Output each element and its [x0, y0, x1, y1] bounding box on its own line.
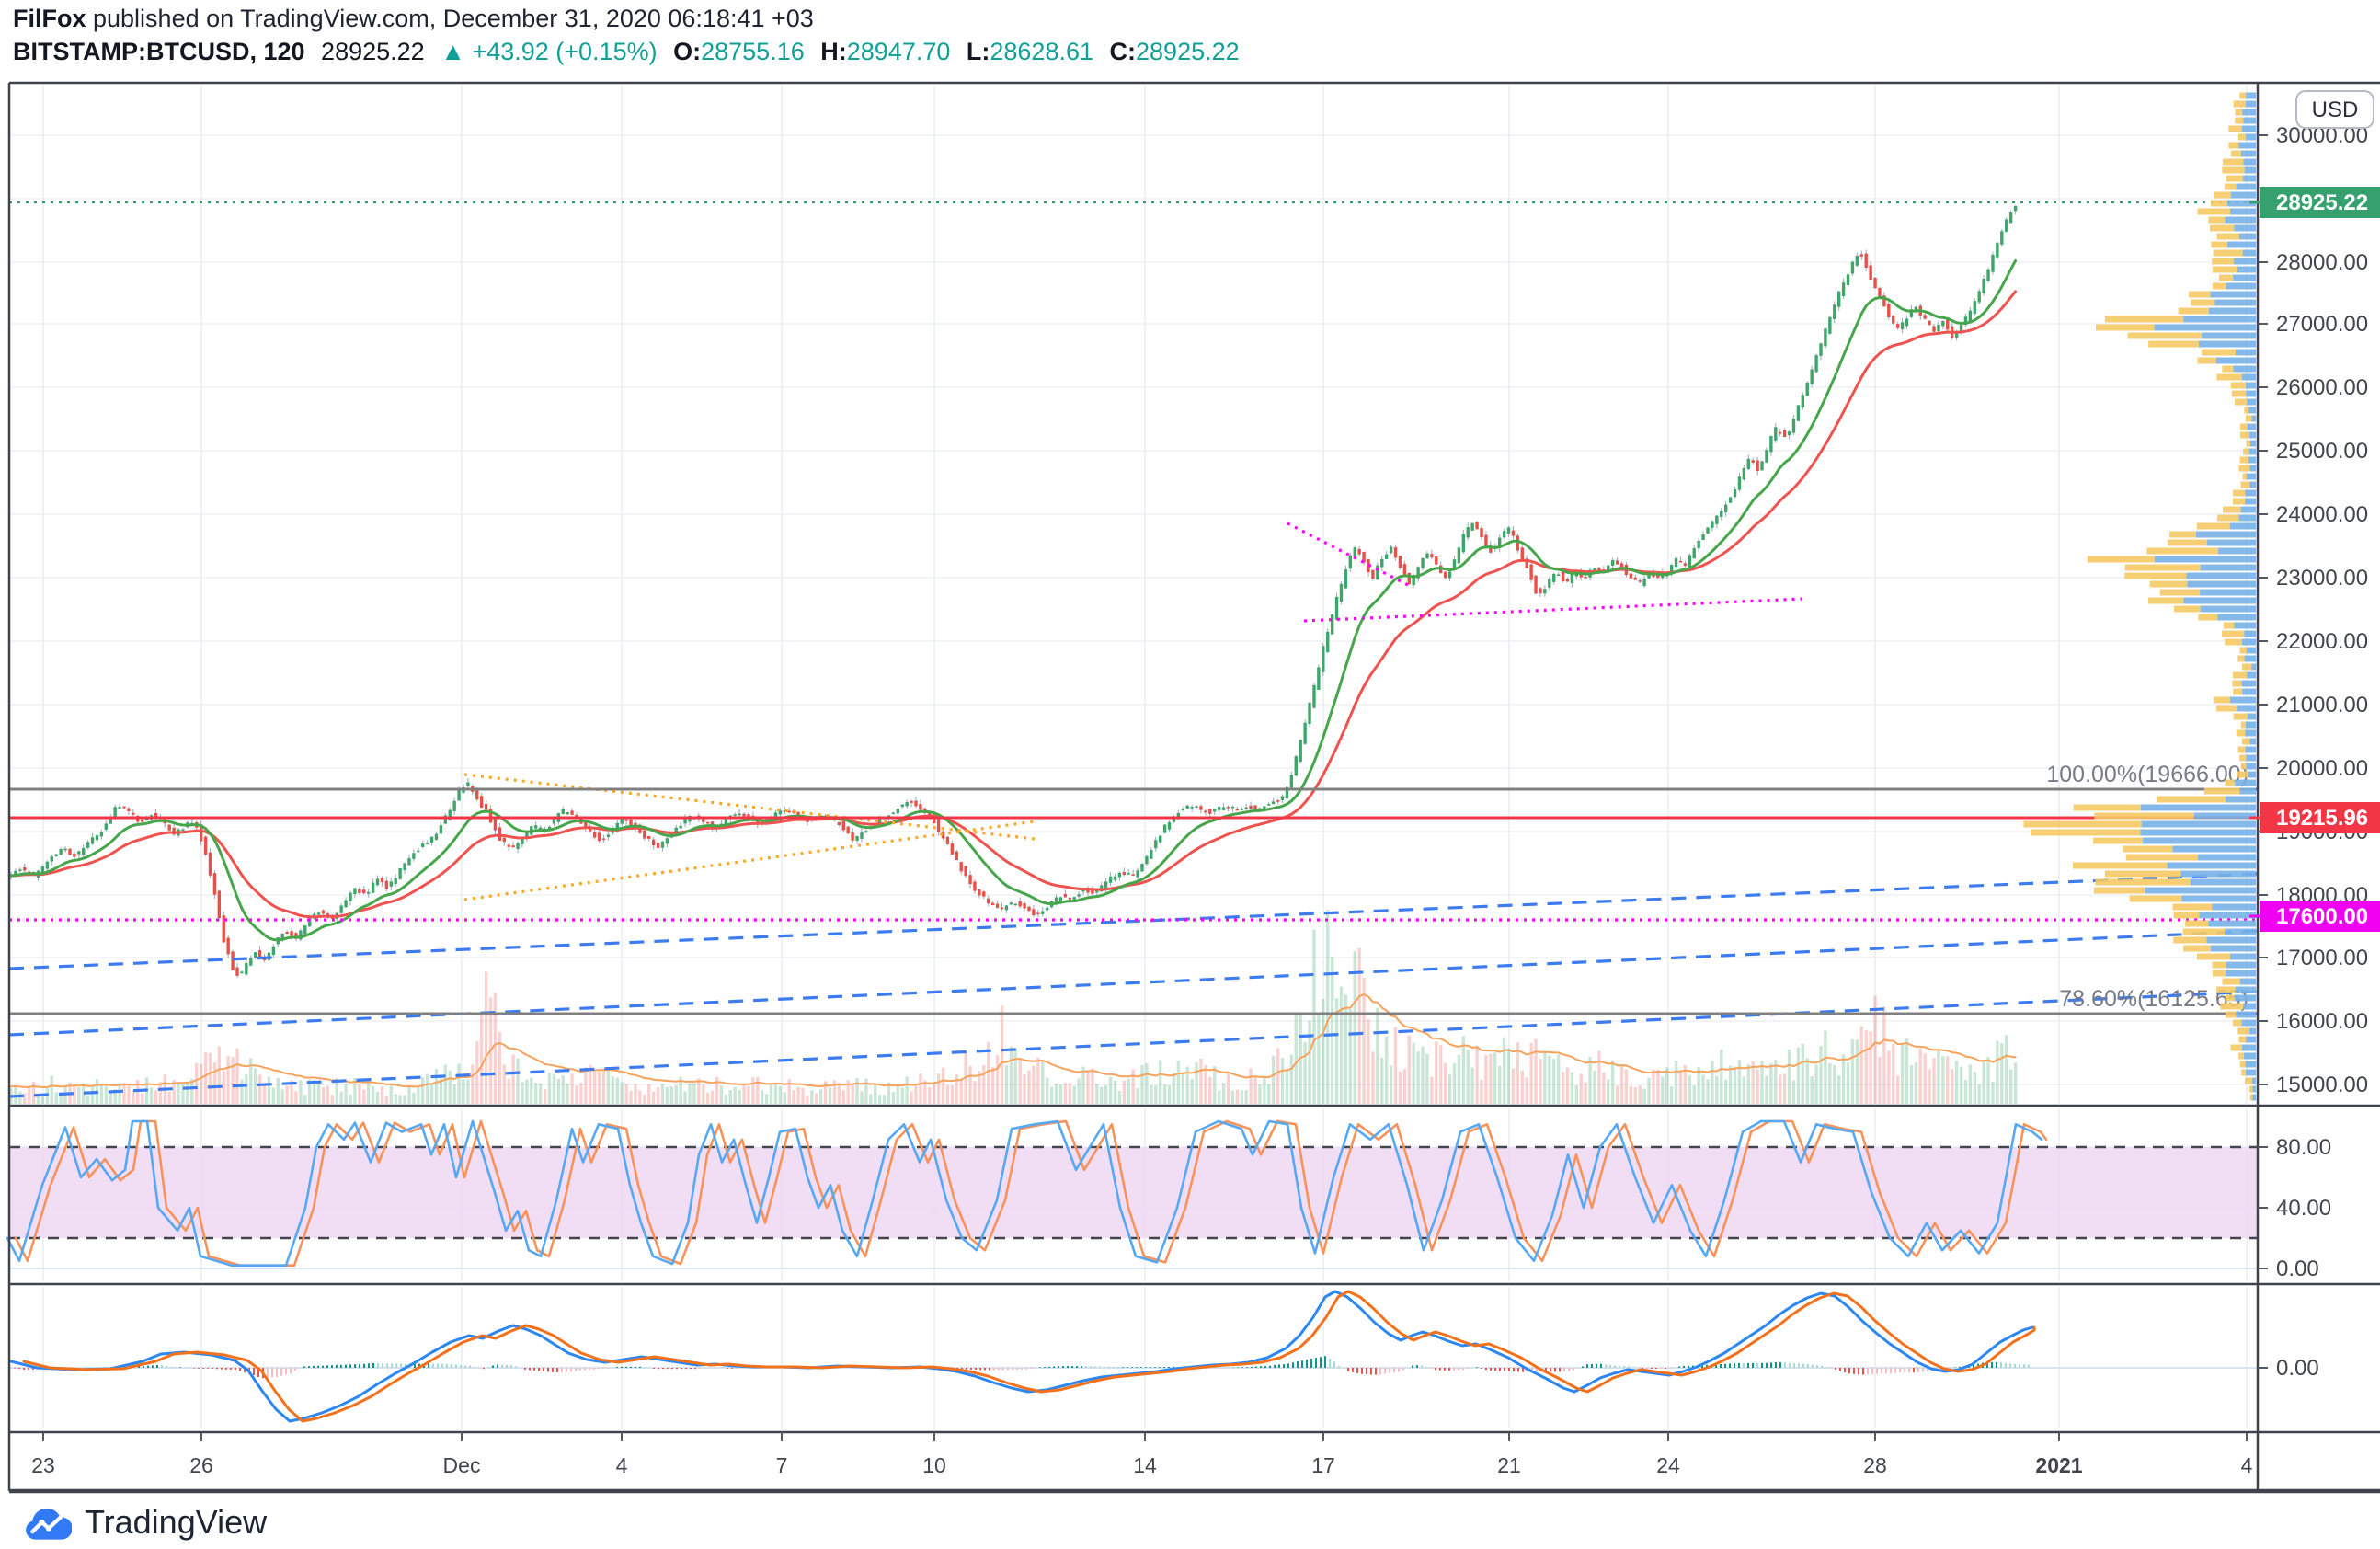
- price-axis-label: 0.00: [2276, 1256, 2319, 1281]
- volume-layer: [9, 910, 2018, 1104]
- price-axis-label: 16000.00: [2276, 1009, 2368, 1034]
- open-value: 28755.16: [701, 38, 805, 65]
- price-axis-label: 22000.00: [2276, 629, 2368, 654]
- author-name: FilFox: [13, 5, 86, 32]
- price-axis-label: 23000.00: [2276, 566, 2368, 591]
- time-axis-label: 26: [189, 1453, 213, 1477]
- time-axis-label: 2021: [2035, 1453, 2082, 1477]
- high-label: H:: [820, 38, 847, 65]
- time-axis-label: 24: [1656, 1453, 1680, 1477]
- time-axis-label: 4: [2241, 1453, 2253, 1477]
- price-tag: 28925.22: [2249, 187, 2380, 218]
- low-value: 28628.61: [990, 38, 1093, 65]
- time-axis[interactable]: 23 26 Dec 4 7 10 14 17 21 24 28 2021 4: [31, 1432, 2253, 1477]
- time-axis-label: 7: [776, 1453, 788, 1477]
- symbol-interval[interactable]: BITSTAMP:BTCUSD, 120: [13, 38, 305, 65]
- published-text: published on TradingView.com, December 3…: [86, 5, 814, 32]
- last-price: 28925.22: [321, 38, 425, 65]
- tradingview-brand-text: TradingView: [85, 1503, 268, 1541]
- chart-header: FilFox published on TradingView.com, Dec…: [13, 2, 1240, 68]
- published-line: FilFox published on TradingView.com, Dec…: [13, 2, 1240, 35]
- time-axis-label: 4: [616, 1453, 628, 1477]
- price-axis[interactable]: 30000.0028000.0027000.0026000.0025000.00…: [2249, 90, 2380, 1381]
- time-axis-label: 23: [31, 1453, 55, 1477]
- price-axis-label: 15000.00: [2276, 1073, 2368, 1097]
- time-axis-label: 28: [1863, 1453, 1887, 1477]
- time-axis-label: 10: [922, 1453, 946, 1477]
- svg-text:19215.96: 19215.96: [2276, 806, 2368, 831]
- svg-text:17600.00: 17600.00: [2276, 904, 2368, 929]
- time-axis-label: 17: [1311, 1453, 1335, 1477]
- up-arrow-icon: ▲: [441, 38, 465, 65]
- close-label: C:: [1109, 38, 1137, 65]
- svg-text:USD: USD: [2312, 98, 2359, 122]
- price-axis-label: 20000.00: [2276, 756, 2368, 781]
- price-axis-label: 21000.00: [2276, 693, 2368, 717]
- ma-lines-layer: [9, 258, 2018, 942]
- price-axis-label: 40.00: [2276, 1196, 2331, 1221]
- price-change: +43.92 (+0.15%): [472, 38, 658, 65]
- price-axis-label: 25000.00: [2276, 439, 2368, 464]
- price-axis-label: 17000.00: [2276, 946, 2368, 970]
- stochastic-pane[interactable]: [6, 1119, 2258, 1267]
- candles-layer[interactable]: [9, 205, 2018, 978]
- tradingview-cloud-icon: [26, 1508, 72, 1540]
- time-axis-label: 21: [1497, 1453, 1521, 1477]
- price-axis-label: 27000.00: [2276, 312, 2368, 337]
- pane-borders: [7, 81, 2380, 1494]
- close-value: 28925.22: [1136, 38, 1240, 65]
- volume-profile-layer: [2023, 92, 2256, 1101]
- price-axis-label: 26000.00: [2276, 375, 2368, 400]
- time-axis-label: Dec: [443, 1453, 481, 1477]
- low-label: L:: [966, 38, 990, 65]
- price-axis-label: 24000.00: [2276, 502, 2368, 527]
- svg-text:28925.22: 28925.22: [2276, 190, 2368, 215]
- time-axis-label: 14: [1133, 1453, 1157, 1477]
- price-axis-label: 28000.00: [2276, 250, 2368, 275]
- tradingview-logo[interactable]: TradingView: [24, 1503, 267, 1542]
- open-label: O:: [673, 38, 702, 65]
- currency-button[interactable]: [2295, 90, 2374, 129]
- macd-pane[interactable]: [9, 1290, 2036, 1423]
- price-tag: 19215.96: [2249, 802, 2380, 833]
- symbol-ohlc-line: BITSTAMP:BTCUSD, 120 28925.22 ▲ +43.92 (…: [13, 35, 1240, 68]
- price-axis-label: 80.00: [2276, 1135, 2331, 1160]
- fib-label: 100.00%(19666.00): [2046, 762, 2248, 787]
- price-axis-label: 0.00: [2276, 1356, 2319, 1381]
- drawings-layer[interactable]: 100.00%(19666.00)78.60%(16125.65): [8, 201, 2259, 1098]
- price-tag: 17600.00: [2249, 901, 2380, 932]
- high-value: 28947.70: [846, 38, 951, 65]
